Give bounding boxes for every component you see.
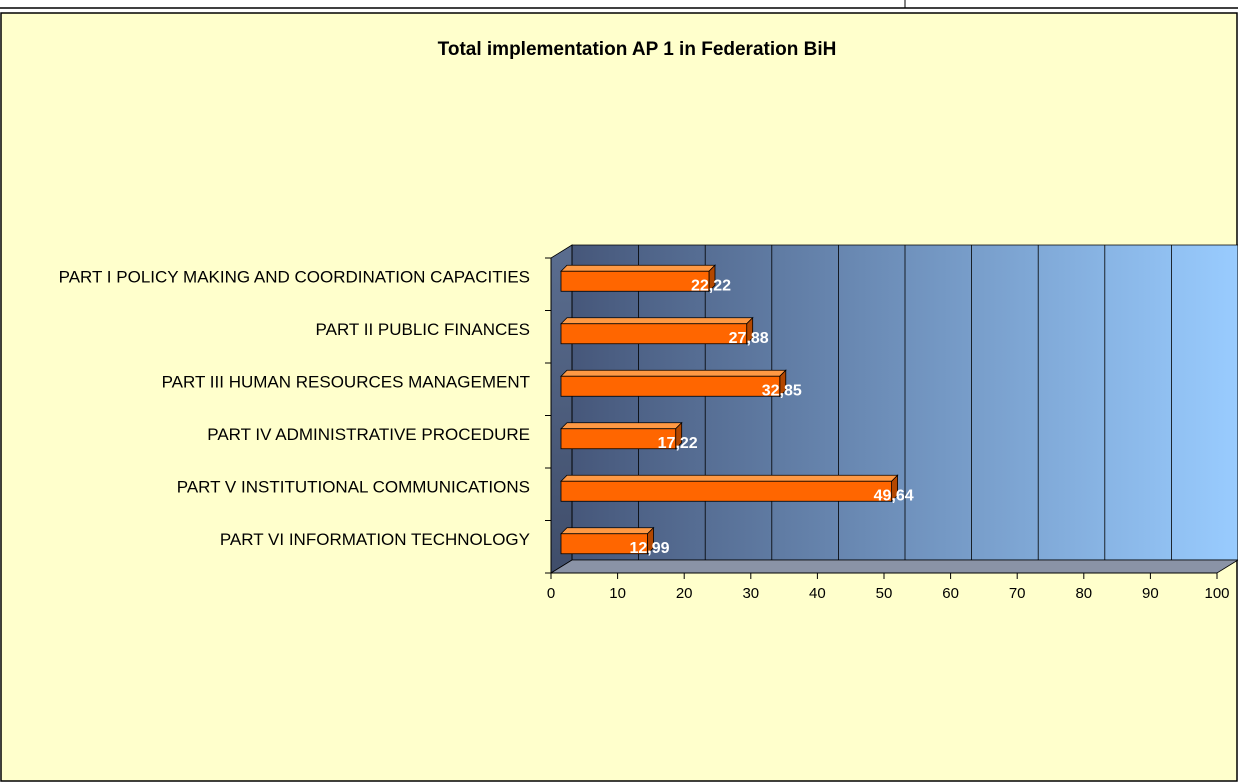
bar-top xyxy=(560,527,655,535)
bar-front xyxy=(560,323,748,345)
x-tick-label: 70 xyxy=(1009,585,1026,602)
y-tick-label: PART VI INFORMATION TECHNOLOGY xyxy=(220,530,530,549)
bar xyxy=(560,316,754,345)
bar-front xyxy=(560,533,648,555)
bar-top xyxy=(560,264,716,272)
data-label: 49,64 xyxy=(874,487,914,504)
x-tick-label: 60 xyxy=(942,585,959,602)
y-tick-label: PART V INSTITUTIONAL COMMUNICATIONS xyxy=(177,478,530,497)
x-tick-label: 80 xyxy=(1075,585,1092,602)
x-tick-label: 20 xyxy=(676,585,693,602)
x-tick-label: 100 xyxy=(1204,585,1229,602)
bar xyxy=(560,264,716,293)
data-label: 17,22 xyxy=(658,435,698,452)
x-tick-label: 10 xyxy=(609,585,626,602)
bar-front xyxy=(560,375,781,397)
data-label: 32,85 xyxy=(762,382,802,399)
bar-top xyxy=(560,369,787,377)
x-tick-label: 50 xyxy=(876,585,893,602)
bar-top xyxy=(560,317,754,325)
x-tick-label: 40 xyxy=(809,585,826,602)
data-label: 27,88 xyxy=(729,330,769,347)
bar-top xyxy=(560,422,683,430)
bar xyxy=(560,526,655,555)
bar-front xyxy=(560,480,893,502)
x-tick-label: 0 xyxy=(547,585,555,602)
y-tick-label: PART I POLICY MAKING AND COORDINATION CA… xyxy=(59,268,530,287)
side-wall xyxy=(550,244,573,574)
bar-front xyxy=(560,270,710,292)
floor xyxy=(549,559,1238,574)
bar xyxy=(560,474,899,503)
y-tick-label: PART II PUBLIC FINANCES xyxy=(316,320,530,339)
y-tick-label: PART IV ADMINISTRATIVE PROCEDURE xyxy=(207,425,530,444)
x-tick-label: 30 xyxy=(742,585,759,602)
bar-top xyxy=(560,474,899,482)
data-label: 22,22 xyxy=(691,277,731,294)
plot: 0 10 20 30 40 50 60 70 80 90 100 22,22 PART I POLICY… xyxy=(59,244,1238,602)
data-label: 12,99 xyxy=(629,540,669,557)
bar xyxy=(560,369,787,398)
bar xyxy=(560,421,683,450)
chart-title: Total implementation AP 1 in Federation … xyxy=(438,39,837,60)
x-tick-label: 90 xyxy=(1142,585,1159,602)
bar-front xyxy=(560,428,677,450)
y-tick-label: PART III HUMAN RESOURCES MANAGEMENT xyxy=(162,373,530,392)
